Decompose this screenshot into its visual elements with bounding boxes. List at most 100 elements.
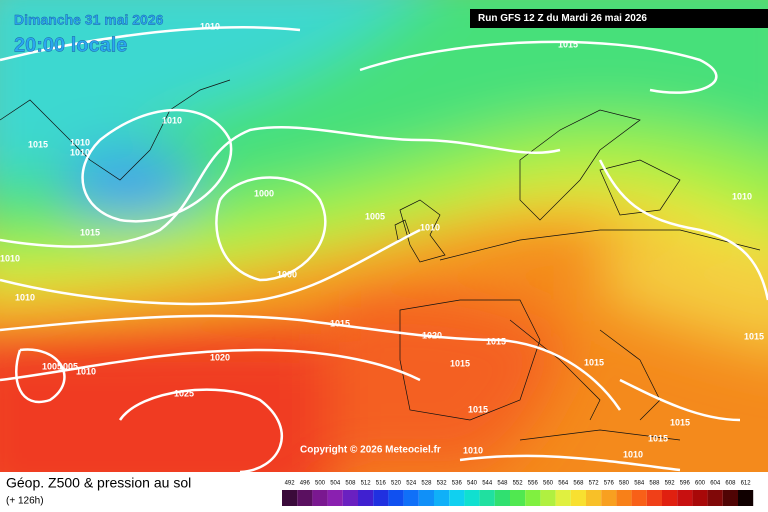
copyright: Copyright © 2026 Meteociel.fr [300, 445, 441, 456]
forecast-date: Dimanche 31 mai 2026 [14, 12, 164, 28]
scale-label: 576 [604, 481, 615, 487]
scale-swatch [540, 490, 556, 506]
isobar-label: 1005 [42, 361, 62, 371]
scale-label: 568 [573, 481, 584, 487]
scale-swatch [327, 490, 343, 506]
scale-label: 508 [345, 481, 356, 487]
isobar-label: 1000 [277, 269, 297, 279]
scale-swatch [449, 490, 465, 506]
isobars [0, 26, 768, 474]
scale-label: 604 [710, 481, 721, 487]
isobar-label: 1015 [468, 404, 488, 414]
isobar-label: 1010 [76, 366, 96, 376]
isobar-label: 1000 [254, 188, 274, 198]
scale-swatch [312, 490, 328, 506]
scale-swatch [555, 490, 571, 506]
scale-label: 572 [589, 481, 600, 487]
isobar-label: 1015 [744, 331, 764, 341]
scale-swatch [616, 490, 632, 506]
isobar-label: 1015 [648, 433, 668, 443]
scale-label: 532 [437, 481, 448, 487]
scale-swatch [510, 490, 526, 506]
isobar-label: 1010 [420, 222, 440, 232]
scale-swatch [677, 490, 693, 506]
scale-label: 520 [391, 481, 402, 487]
scale-label: 516 [376, 481, 387, 487]
isobar-label: 1015 [584, 357, 604, 367]
isobar-label: 1025 [174, 388, 194, 398]
scale-swatch [646, 490, 662, 506]
isobar-label: 1010 [732, 191, 752, 201]
lead-time: (+ 126h) [6, 496, 44, 507]
scale-label: 584 [634, 481, 645, 487]
scale-swatch [586, 490, 602, 506]
scale-swatch [707, 490, 723, 506]
isobar-label: 1010 [463, 445, 483, 455]
scale-label: 592 [665, 481, 676, 487]
scale-label: 504 [330, 481, 341, 487]
scale-swatch [418, 490, 434, 506]
isobar-label: 1015 [450, 358, 470, 368]
scale-label: 552 [513, 481, 524, 487]
map-title: Géop. Z500 & pression au sol [6, 475, 191, 491]
scale-label: 612 [741, 481, 752, 487]
scale-swatch [342, 490, 358, 506]
scale-swatch [631, 490, 647, 506]
scale-label: 548 [497, 481, 508, 487]
scale-label: 496 [300, 481, 311, 487]
scale-swatch [738, 490, 754, 506]
scale-swatch [722, 490, 738, 506]
scale-label: 544 [482, 481, 493, 487]
scale-swatch [388, 490, 404, 506]
isobar-label: 1010 [200, 21, 220, 31]
scale-label: 580 [619, 481, 630, 487]
isobar-label: 1020 [210, 352, 230, 362]
scale-swatch [434, 490, 450, 506]
scale-label: 500 [315, 481, 326, 487]
scale-label: 492 [285, 481, 296, 487]
isobar-label: 1005 [365, 211, 385, 221]
isobar-label: 1010 [70, 147, 90, 157]
scale-label: 608 [725, 481, 736, 487]
isobar-label: 1005 [58, 361, 78, 371]
scale-label: 588 [649, 481, 660, 487]
scale-label: 512 [361, 481, 372, 487]
scale-label: 600 [695, 481, 706, 487]
scale-swatch [494, 490, 510, 506]
isobar-label: 1015 [330, 318, 350, 328]
scale-swatch [525, 490, 541, 506]
scale-swatch [297, 490, 313, 506]
scale-label: 524 [406, 481, 417, 487]
color-scale: 492 496 500 504 508 512 516 520 524 528 532 536 540 5… [282, 481, 754, 506]
scale-swatch [358, 490, 374, 506]
isobar-label: 1010 [623, 449, 643, 459]
coastlines [0, 79, 761, 441]
isobar-label: 1015 [558, 39, 578, 49]
isobar-label: 1010 [162, 115, 182, 125]
isobar-label: 1010 [15, 292, 35, 302]
isobar-label: 1010 [0, 253, 20, 263]
scale-swatch [373, 490, 389, 506]
isobar-label: 1015 [670, 417, 690, 427]
isobar-label: 1020 [422, 330, 442, 340]
scale-swatch [601, 490, 617, 506]
scale-swatch [692, 490, 708, 506]
scale-swatch [570, 490, 586, 506]
scale-label: 540 [467, 481, 478, 487]
scale-label: 596 [680, 481, 691, 487]
scale-swatch [479, 490, 495, 506]
forecast-time: 20:00 locale [14, 34, 127, 56]
scale-label: 528 [421, 481, 432, 487]
isobar-label: 1010 [70, 137, 90, 147]
run-info: Run GFS 12 Z du Mardi 26 mai 2026 [478, 13, 647, 24]
scale-swatch [662, 490, 678, 506]
scale-swatch [403, 490, 419, 506]
isobar-label: 1015 [486, 336, 506, 346]
scale-label: 536 [452, 481, 463, 487]
scale-swatch [464, 490, 480, 506]
scale-label: 560 [543, 481, 554, 487]
